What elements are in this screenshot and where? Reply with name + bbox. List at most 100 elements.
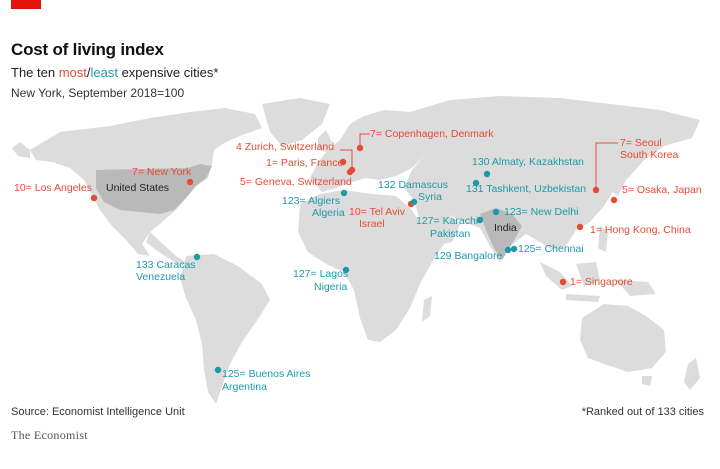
city-country-buenos-aires: Argentina [222, 381, 267, 393]
australia-shape [580, 304, 666, 372]
index-note: New York, September 2018=100 [11, 86, 185, 100]
city-dot-bangalore [504, 246, 512, 254]
central-america-shape [146, 232, 186, 266]
city-dot-almaty [483, 170, 491, 178]
city-country-seoul: South Korea [620, 149, 679, 161]
chart-subtitle: The ten most/least expensive cities* [11, 65, 218, 80]
city-name-tel-aviv: Tel Aviv [370, 206, 406, 218]
city-rank-new-york: 7= [132, 166, 147, 178]
south-america-shape [180, 254, 270, 404]
borneo-shape [576, 262, 600, 286]
city-name-caracas: Caracas [156, 259, 195, 271]
city-rank-tel-aviv: 10= [349, 206, 370, 218]
city-country-paris: France [308, 157, 344, 169]
city-label-new-york: 7= New York [132, 166, 192, 178]
publisher-logo: The Economist [11, 428, 88, 442]
city-dot-algiers [340, 189, 348, 197]
city-country-copenhagen: Denmark [448, 128, 494, 140]
subtitle-most: most [58, 65, 87, 80]
city-country-tel-aviv: Israel [359, 218, 385, 230]
city-name-new-york: New York [147, 166, 192, 178]
chart-title: Cost of living index [11, 40, 164, 59]
city-rank-almaty: 130 [472, 156, 492, 168]
country-label-united-states: United States [106, 182, 169, 194]
city-rank-los-angeles: 10= [14, 182, 35, 194]
city-label-copenhagen: 7= Copenhagen, Denmark [370, 128, 494, 140]
ranked-note: *Ranked out of 133 cities [581, 406, 704, 418]
city-rank-buenos-aires: 125= [222, 368, 249, 380]
city-name-hong-kong: Hong Kong, [605, 224, 660, 236]
city-label-bangalore: 129 Bangalore [434, 250, 502, 262]
city-rank-geneva: 5= [240, 176, 255, 188]
madagascar-shape [422, 296, 432, 322]
city-rank-zurich: 4 [236, 141, 245, 153]
city-rank-hong-kong: 1= [590, 224, 605, 236]
city-rank-new-delhi: 123= [504, 206, 531, 218]
city-rank-osaka: 5= [622, 184, 637, 196]
city-dot-singapore [559, 278, 567, 286]
tasmania-shape [642, 376, 652, 386]
city-dot-osaka [610, 196, 618, 204]
subtitle-prefix: The ten [11, 65, 59, 80]
subtitle-least: least [90, 65, 118, 80]
city-name-bangalore: Bangalore [454, 250, 502, 262]
country-label-india: India [494, 222, 517, 234]
arabia-shape [414, 200, 460, 246]
city-label-singapore: 1= Singapore [570, 276, 633, 288]
city-label-zurich: 4 Zurich, Switzerland [236, 141, 334, 153]
japan-shape [610, 160, 628, 196]
city-rank-tashkent: 131 [466, 183, 486, 195]
leader-lines [340, 133, 618, 188]
philippines-shape [598, 226, 608, 252]
city-name-seoul: Seoul [635, 137, 662, 149]
leader-line-seoul [595, 142, 618, 188]
city-dot-geneva [346, 168, 354, 176]
city-rank-lagos: 127= [293, 268, 320, 280]
java-shape [566, 294, 600, 302]
united-states-shape [96, 164, 212, 214]
city-label-tel-aviv: 10= Tel Aviv [349, 206, 406, 218]
city-name-chennai: Chennai [545, 243, 584, 255]
city-country-caracas: Venezuela [136, 271, 185, 283]
city-name-buenos-aires: Buenos Aires [249, 368, 311, 380]
new-guinea-shape [616, 280, 656, 296]
city-label-algiers: 123= Algiers [282, 195, 340, 207]
city-country-algiers: Algeria [312, 207, 345, 219]
city-label-geneva: 5= Geneva, Switzerland [240, 176, 352, 188]
city-dot-hong-kong [576, 223, 584, 231]
city-country-tashkent: Uzbekistan [531, 183, 586, 195]
city-rank-copenhagen: 7= [370, 128, 385, 140]
city-label-damascus: 132 Damascus [378, 179, 448, 191]
city-label-paris: 1= Paris, France [266, 157, 343, 169]
city-label-seoul: 7= Seoul [620, 137, 662, 149]
city-label-osaka: 5= Osaka, Japan [622, 184, 702, 196]
city-rank-seoul: 7= [620, 137, 635, 149]
city-dot-caracas [193, 253, 201, 261]
city-country-zurich: Switzerland [277, 141, 334, 153]
city-rank-damascus: 132 [378, 179, 398, 191]
city-dot-tashkent [472, 179, 480, 187]
city-country-geneva: Switzerland [295, 176, 352, 188]
city-name-karachi: Karachi [443, 215, 479, 227]
new-zealand-shape [684, 358, 700, 390]
city-name-copenhagen: Copenhagen, [385, 128, 448, 140]
city-label-almaty: 130 Almaty, Kazakhstan [472, 156, 584, 168]
city-rank-singapore: 1= [570, 276, 585, 288]
city-rank-paris: 1= [266, 157, 281, 169]
greenland-shape [262, 98, 330, 146]
city-rank-algiers: 123= [282, 195, 308, 207]
city-dot-los-angeles [90, 194, 98, 202]
city-country-almaty: Kazakhstan [526, 156, 584, 168]
city-dot-damascus [410, 198, 418, 206]
country-labels: United States India [106, 182, 517, 234]
city-name-almaty: Almaty, [492, 156, 526, 168]
alaska-shape [12, 142, 30, 158]
city-label-caracas: 133 Caracas [136, 259, 196, 271]
city-dot-lagos [342, 266, 350, 274]
city-label-karachi: 127= Karachi [416, 215, 478, 227]
city-dot-copenhagen [356, 144, 364, 152]
city-country-karachi: Pakistan [430, 228, 470, 240]
city-label-hong-kong: 1= Hong Kong, China [590, 224, 691, 236]
city-country-lagos: Nigeria [314, 281, 347, 293]
